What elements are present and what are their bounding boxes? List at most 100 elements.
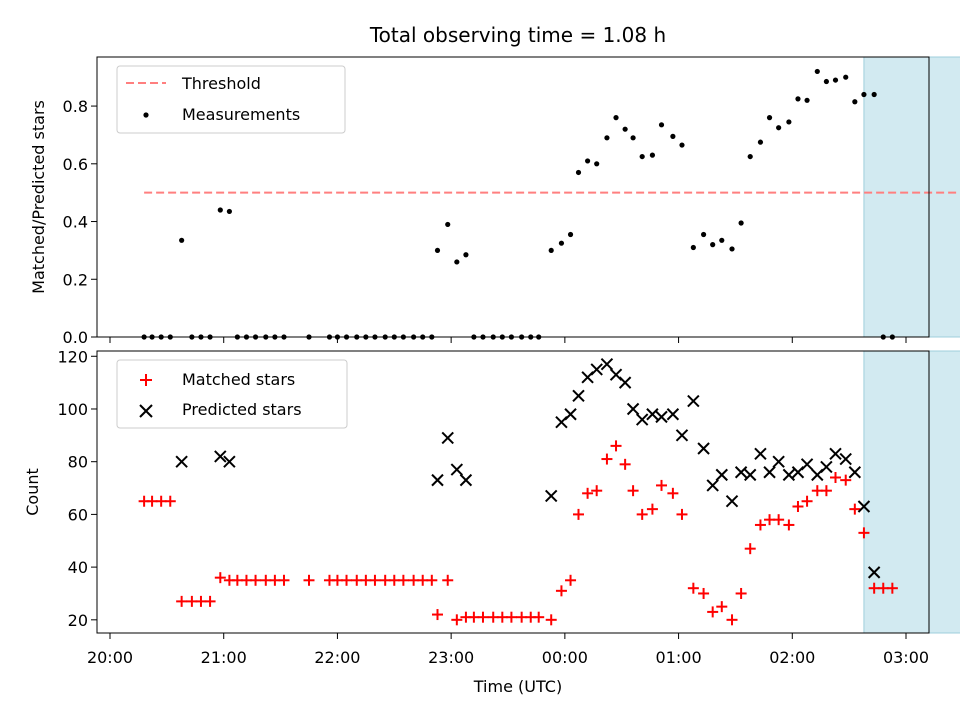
measurement-point	[786, 119, 792, 125]
measurement-point	[738, 220, 744, 226]
x-tick-label: 23:00	[428, 648, 474, 667]
matched-star-point	[687, 582, 699, 594]
predicted-star-point	[839, 452, 852, 466]
legend-threshold-label: Threshold	[181, 74, 261, 93]
measurement-point	[226, 208, 232, 215]
predicted-star-point	[223, 455, 236, 468]
predicted-star-point	[431, 473, 444, 487]
matched-star-point	[773, 514, 785, 526]
matched-star-point	[591, 485, 603, 497]
matched-star-point	[431, 609, 443, 621]
matched-star-point	[886, 582, 898, 594]
bottom-y-tick-label: 120	[57, 347, 88, 366]
predicted-star-point	[459, 473, 473, 487]
predicted-star-point	[618, 376, 632, 389]
predicted-star-point	[857, 500, 871, 513]
matched-star-point	[341, 574, 353, 586]
matched-star-point	[397, 574, 409, 586]
matched-star-point	[442, 574, 454, 586]
bottom-y-ticks: 20 40 60 80 100 120	[57, 347, 97, 630]
bottom-axes-frame	[96, 350, 930, 634]
predicted-star-point	[829, 447, 842, 460]
matched-star-point	[744, 543, 756, 555]
matched-star-point	[646, 503, 658, 515]
matched-star-point	[533, 611, 545, 623]
matched-star-point	[555, 585, 567, 597]
matched-star-point	[698, 587, 710, 599]
predicted-star-point	[848, 466, 862, 479]
predicted-star-point	[867, 566, 881, 579]
legend-matched-swatch	[140, 374, 152, 386]
measurement-point	[719, 237, 725, 243]
top-measurement-points	[141, 68, 895, 340]
top-y-tick-label: 0.8	[63, 97, 88, 116]
predicted-star-point	[545, 489, 558, 503]
measurement-point	[463, 252, 469, 258]
matched-star-point	[573, 508, 585, 520]
matched-star-point	[303, 574, 315, 586]
measurement-point	[613, 115, 619, 121]
matched-star-point	[858, 527, 870, 539]
measurement-point	[445, 221, 451, 228]
measurement-point	[776, 125, 782, 131]
predicted-star-point	[655, 410, 668, 424]
predicted-stars-points	[175, 357, 881, 579]
measurement-point	[757, 139, 764, 145]
measurement-point	[843, 74, 849, 80]
predicted-star-point	[772, 455, 785, 468]
matched-star-point	[840, 474, 852, 486]
top-axes-frame	[96, 56, 930, 338]
measurement-point	[729, 246, 735, 252]
matched-star-point	[820, 485, 832, 497]
predicted-star-point	[800, 458, 814, 471]
predicted-star-point	[590, 363, 603, 376]
measurement-point	[639, 153, 645, 160]
matched-star-point	[426, 574, 438, 586]
measurement-point	[795, 96, 801, 102]
measurement-point	[217, 207, 223, 213]
measurement-point	[766, 115, 773, 121]
predicted-star-point	[626, 402, 640, 416]
measurement-point	[670, 133, 676, 139]
measurement-point	[594, 161, 600, 167]
top-y-tick-label: 0.2	[63, 270, 88, 289]
legend-matched-label: Matched stars	[182, 370, 295, 389]
predicted-star-point	[715, 468, 728, 482]
matched-star-point	[849, 503, 861, 515]
measurement-point	[649, 152, 656, 158]
x-tick-label: 22:00	[314, 648, 360, 667]
measurement-point	[823, 78, 830, 85]
predicted-star-point	[782, 468, 796, 482]
matched-star-point	[204, 595, 216, 607]
top-shade-rect	[863, 56, 960, 338]
bottom-y-tick-label: 100	[57, 400, 88, 419]
measurement-point	[567, 231, 574, 238]
matched-star-point	[801, 495, 813, 507]
matched-star-point	[582, 487, 594, 499]
top-legend-box	[116, 65, 346, 134]
matched-star-point	[667, 487, 679, 499]
predicted-star-point	[675, 429, 689, 442]
legend-predicted-label: Predicted stars	[182, 400, 302, 419]
predicted-star-point	[600, 357, 614, 371]
measurement-point	[832, 77, 839, 83]
predicted-star-point	[666, 408, 680, 421]
top-y-tick-label: 0.0	[63, 328, 88, 347]
matched-stars-points	[138, 440, 898, 626]
top-legend: Threshold Measurements	[116, 65, 346, 134]
matched-star-point	[627, 485, 639, 497]
measurement-point	[575, 169, 582, 176]
x-tick-label: 20:00	[87, 648, 133, 667]
matched-star-point	[545, 614, 557, 626]
top-y-tick-label: 0.4	[63, 213, 88, 232]
top-y-axis-label: Matched/Predicted stars	[29, 100, 48, 294]
matched-star-point	[754, 519, 766, 531]
predicted-star-point	[687, 394, 700, 408]
x-tick-label: 02:00	[769, 648, 815, 667]
predicted-star-point	[763, 466, 776, 479]
matched-star-point	[565, 574, 577, 586]
x-tick-label: 00:00	[542, 648, 588, 667]
matched-star-point	[505, 611, 517, 623]
predicted-star-point	[697, 442, 710, 455]
